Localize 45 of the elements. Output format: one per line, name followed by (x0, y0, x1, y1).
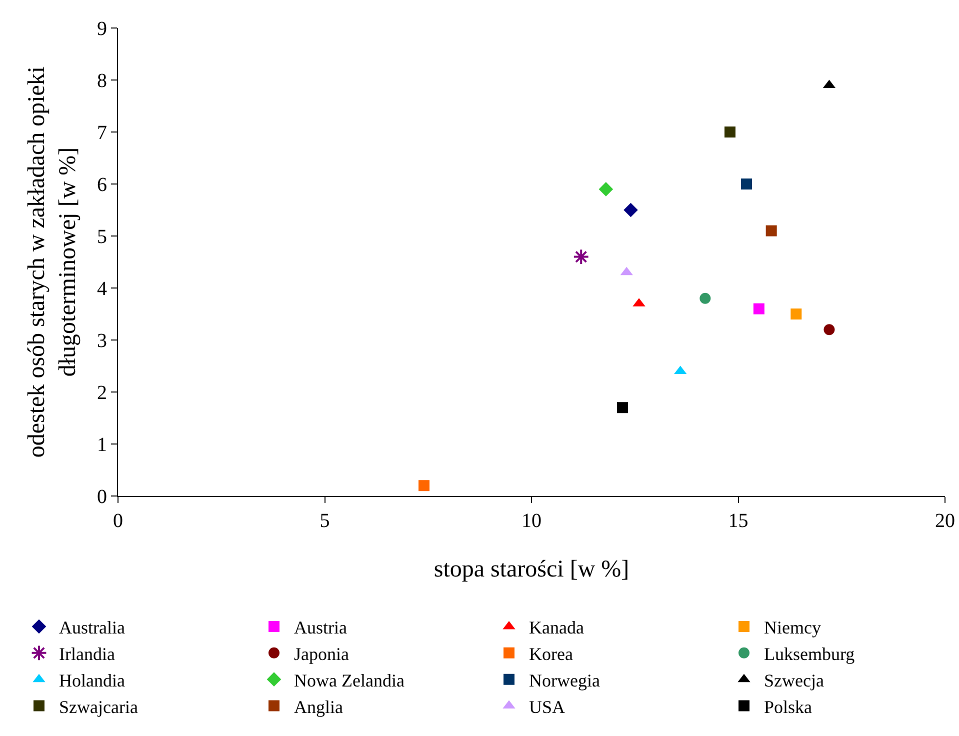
legend-label: Australia (59, 618, 125, 638)
x-tick-label: 5 (320, 510, 330, 532)
legend-label: Nowa Zelandia (294, 670, 404, 690)
y-tick-label: 9 (97, 18, 107, 40)
y-axis-title: odestek osób starych w zakładach opieki długoterminowej [w %] (24, 66, 82, 458)
legend-label: Luksemburg (764, 644, 855, 664)
legend-label: Korea (529, 644, 573, 664)
legend-label: Japonia (294, 644, 349, 664)
legend-label: Niemcy (764, 618, 821, 638)
point (598, 182, 614, 196)
point (753, 303, 764, 314)
point (624, 202, 638, 218)
legend-label: Norwegia (529, 670, 600, 690)
point (824, 324, 835, 336)
legend-label: Polska (764, 696, 812, 717)
y-tick-label: 0 (97, 486, 107, 508)
y-tick-label: 8 (97, 70, 107, 92)
y-tick-label: 2 (97, 382, 107, 404)
y-tick-label: 7 (97, 122, 107, 144)
legend-label: Austria (294, 618, 347, 638)
point (616, 402, 628, 414)
point (572, 248, 590, 265)
legend-label: Szwajcaria (59, 696, 138, 717)
legend-label: Szwecja (764, 670, 824, 690)
point (700, 292, 711, 304)
x-tick-label: 15 (728, 510, 748, 532)
y-tick-label: 3 (97, 330, 107, 352)
x-tick-label: 0 (113, 510, 123, 532)
y-tick-label: 1 (97, 434, 107, 456)
legend-label: USA (529, 696, 566, 717)
legend-label: Anglia (294, 696, 343, 717)
y-tick-label: 6 (97, 174, 107, 196)
y-tick-label: 4 (97, 278, 107, 300)
legend-label: Holandia (59, 670, 125, 690)
x-tick-label: 20 (935, 510, 955, 532)
legend-label: Kanada (529, 618, 584, 638)
x-axis-title: stopa starości [w %] (434, 556, 630, 582)
point (741, 178, 752, 190)
point (766, 225, 777, 236)
point (790, 308, 802, 320)
point (724, 126, 736, 138)
legend-label: Irlandia (59, 644, 115, 664)
point (418, 480, 430, 492)
y-tick-label: 5 (97, 226, 107, 248)
x-tick-label: 10 (522, 510, 542, 532)
